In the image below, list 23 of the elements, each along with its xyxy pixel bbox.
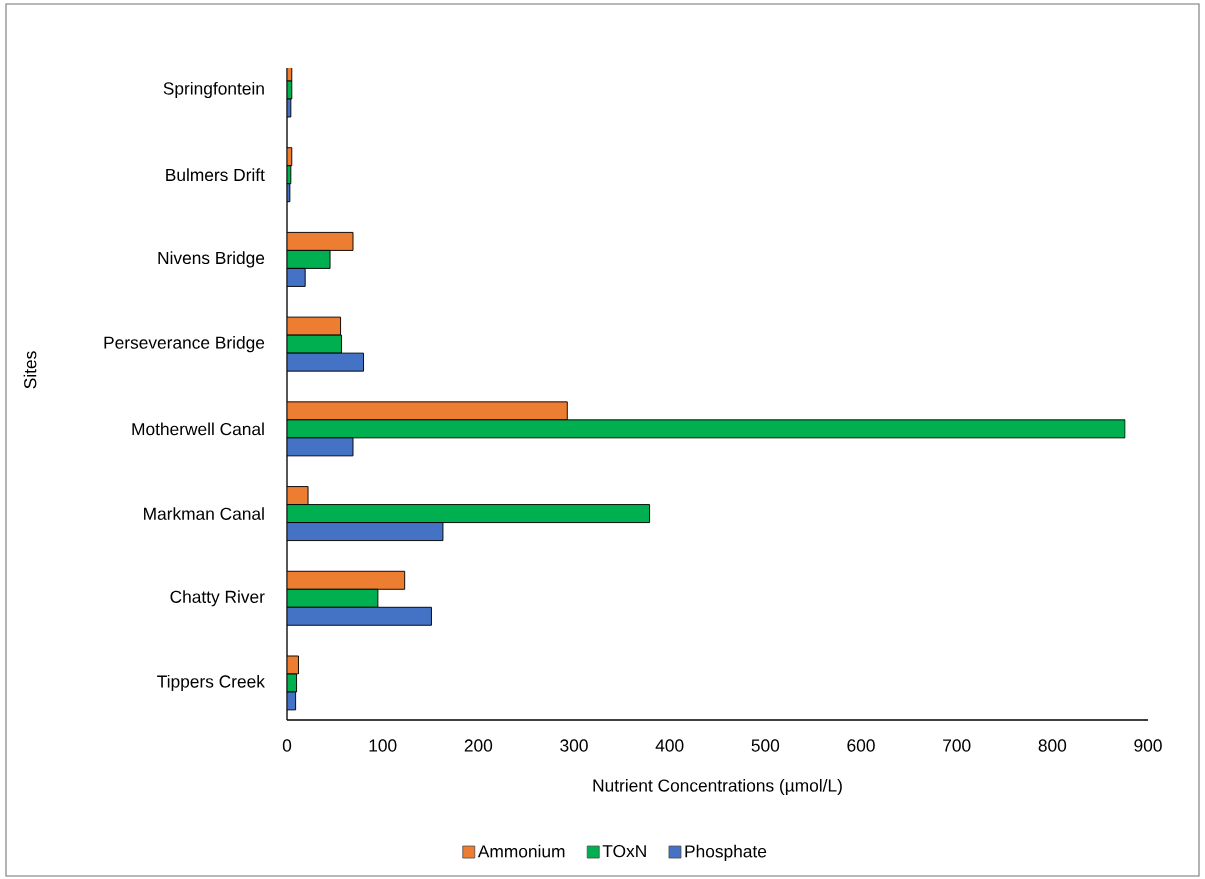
x-tick-label: 200 (464, 739, 493, 752)
x-tick-label: 500 (751, 739, 780, 752)
x-tick-label: 300 (560, 739, 588, 752)
x-tick-label: 100 (369, 739, 397, 752)
x-axis-title: Nutrient Concentrations (µmol/L) (593, 778, 842, 796)
legend-label: TOxN (602, 844, 646, 858)
x-tick-label: 400 (655, 739, 684, 752)
x-tick-label: 600 (847, 739, 875, 752)
y-tick-label: Markman Canal (144, 507, 264, 520)
legend-label: Phosphate (685, 844, 767, 861)
y-tick-label: Perseverance Bridge (104, 336, 265, 353)
x-tick-label: 700 (943, 739, 971, 752)
x-tick-label: 0 (282, 739, 292, 752)
legend-label: Ammonium (477, 844, 565, 858)
y-axis-title: Sites (23, 351, 37, 389)
y-tick-label: Nivens Bridge (158, 251, 265, 268)
x-tick-label: 900 (1134, 739, 1162, 752)
y-tick-label: Bulmers Drift (166, 168, 265, 182)
y-tick-label: Tippers Creek (157, 674, 265, 692)
y-tick-label: Motherwell Canal (132, 422, 264, 436)
y-tick-label: Chatty River (170, 590, 265, 607)
x-tick-label: 800 (1038, 739, 1067, 752)
y-tick-label: Springfontein (163, 81, 264, 99)
